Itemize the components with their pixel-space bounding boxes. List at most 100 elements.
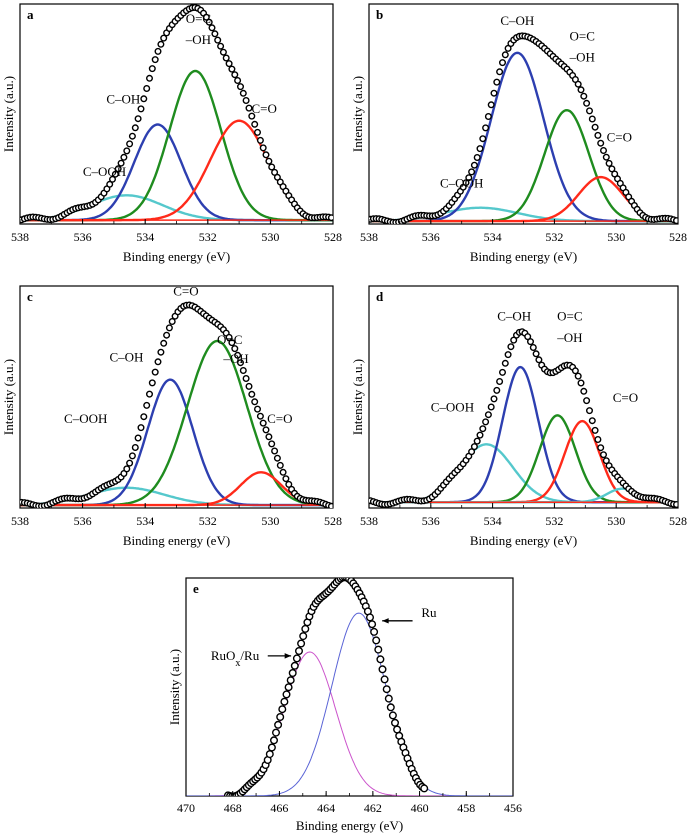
data-point xyxy=(327,502,333,508)
data-point xyxy=(279,468,287,476)
data-point xyxy=(211,30,219,38)
data-point xyxy=(248,390,256,398)
x-tick-label: 534 xyxy=(484,230,502,244)
data-point xyxy=(222,54,230,62)
data-point xyxy=(111,170,119,178)
data-point xyxy=(499,368,507,376)
data-point xyxy=(591,426,599,434)
data-point xyxy=(165,324,173,332)
data-point xyxy=(468,448,476,456)
data-point xyxy=(270,736,279,745)
x-tick-label: 536 xyxy=(74,514,92,528)
panel-letter: b xyxy=(376,7,383,22)
data-point xyxy=(476,145,484,153)
component-curve-3 xyxy=(20,119,333,222)
panel-a: 538 536 534 532 530 528 Binding energy (eV) Int… xyxy=(1,3,342,264)
data-point xyxy=(106,180,114,188)
x-tick-label: 536 xyxy=(422,514,440,528)
data-point xyxy=(487,403,495,411)
data-point xyxy=(157,40,165,48)
arrow-head xyxy=(284,653,292,659)
arrow-head xyxy=(382,618,389,624)
x-tick-label: 532 xyxy=(545,514,563,528)
x-tick-label: 528 xyxy=(324,514,342,528)
x-tick-label: 460 xyxy=(411,801,429,815)
data-point xyxy=(117,159,125,167)
data-point xyxy=(256,136,264,144)
data-point xyxy=(507,343,515,351)
data-point xyxy=(239,367,247,375)
data-point xyxy=(588,417,596,425)
data-point xyxy=(163,331,171,339)
data-point xyxy=(532,350,540,358)
data-point xyxy=(217,42,225,50)
peak-annotation: C–OOH xyxy=(83,164,126,179)
data-point xyxy=(245,382,253,390)
panel-b: 538 536 534 532 530 528 Binding energy (eV) Int… xyxy=(350,3,687,264)
peak-annotation: O=C xyxy=(557,309,582,324)
data-point xyxy=(386,703,395,712)
x-tick-label: 464 xyxy=(317,801,335,815)
data-point xyxy=(574,372,582,380)
data-point xyxy=(600,451,608,459)
x-tick-label: 468 xyxy=(224,801,242,815)
data-point xyxy=(265,157,273,165)
peak-annotation: O=C xyxy=(570,28,595,43)
data-point xyxy=(602,457,610,465)
data-point xyxy=(131,124,139,132)
data-point xyxy=(462,179,470,187)
data-point xyxy=(262,151,270,159)
data-point xyxy=(228,65,236,73)
data-point xyxy=(388,711,397,720)
data-point xyxy=(286,676,295,685)
x-tick-label: 532 xyxy=(199,514,217,528)
data-point xyxy=(234,351,242,359)
data-point xyxy=(145,390,153,398)
data-point xyxy=(280,697,289,706)
x-axis-title: Binding energy (eV) xyxy=(470,249,577,264)
data-point xyxy=(143,401,151,409)
data-point xyxy=(272,728,281,737)
x-tick-label: 530 xyxy=(607,514,625,528)
data-point xyxy=(245,104,253,112)
data-point xyxy=(205,18,213,26)
data-point xyxy=(265,750,274,759)
data-point xyxy=(499,59,507,67)
data-point xyxy=(225,60,233,68)
x-axis-title: Binding energy (eV) xyxy=(296,818,403,833)
data-point xyxy=(148,65,156,73)
data-point xyxy=(608,165,616,173)
data-point xyxy=(577,86,585,94)
data-point xyxy=(571,367,579,375)
data-point xyxy=(473,153,481,161)
x-tick-label: 532 xyxy=(545,230,563,244)
data-point xyxy=(151,368,159,376)
data-point xyxy=(168,318,176,326)
peak-annotation: C=O xyxy=(173,284,198,299)
data-point xyxy=(208,24,216,32)
y-axis-title: Intensity (a.u.) xyxy=(1,76,16,152)
data-point xyxy=(482,418,490,426)
data-point xyxy=(231,71,239,79)
data-point xyxy=(262,426,270,434)
plot-area xyxy=(186,578,513,796)
data-point xyxy=(259,144,267,152)
data-point xyxy=(268,163,276,171)
data-point xyxy=(234,76,242,84)
data-point xyxy=(148,379,156,387)
data-point xyxy=(123,147,131,155)
panel-letter: d xyxy=(376,289,384,304)
data-point xyxy=(482,124,490,132)
data-point xyxy=(468,168,476,176)
data-point xyxy=(583,397,591,405)
x-axis-title: Binding energy (eV) xyxy=(123,533,230,548)
x-tick-label: 530 xyxy=(261,514,279,528)
peak-annotation: RuOx/Ru xyxy=(211,648,260,669)
data-point xyxy=(297,639,306,648)
x-tick-label: 538 xyxy=(11,230,29,244)
data-point xyxy=(134,434,142,442)
data-point xyxy=(267,743,276,752)
data-point xyxy=(251,398,259,406)
data-point xyxy=(602,153,610,161)
data-point xyxy=(591,123,599,131)
